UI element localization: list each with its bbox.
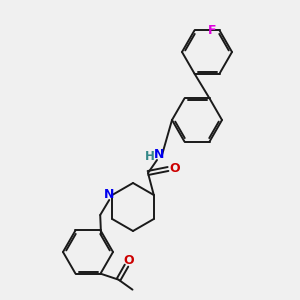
Text: O: O <box>170 163 180 176</box>
Text: F: F <box>208 24 217 37</box>
Text: N: N <box>154 148 164 160</box>
Text: H: H <box>145 149 155 163</box>
Text: O: O <box>123 254 134 267</box>
Text: N: N <box>104 188 114 202</box>
